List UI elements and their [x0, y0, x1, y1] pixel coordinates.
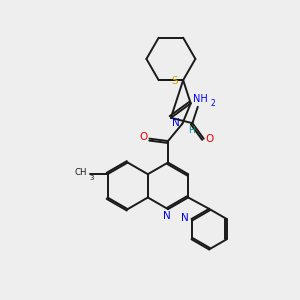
Text: O: O	[140, 133, 148, 142]
Text: N: N	[163, 211, 171, 221]
Text: CH: CH	[75, 169, 88, 178]
Text: H: H	[188, 126, 195, 135]
Text: 2: 2	[210, 99, 215, 108]
Text: N: N	[172, 118, 180, 128]
Text: N: N	[181, 213, 188, 223]
Text: O: O	[205, 134, 213, 144]
Text: S: S	[172, 76, 178, 86]
Text: NH: NH	[194, 94, 208, 104]
Text: 3: 3	[89, 176, 94, 182]
